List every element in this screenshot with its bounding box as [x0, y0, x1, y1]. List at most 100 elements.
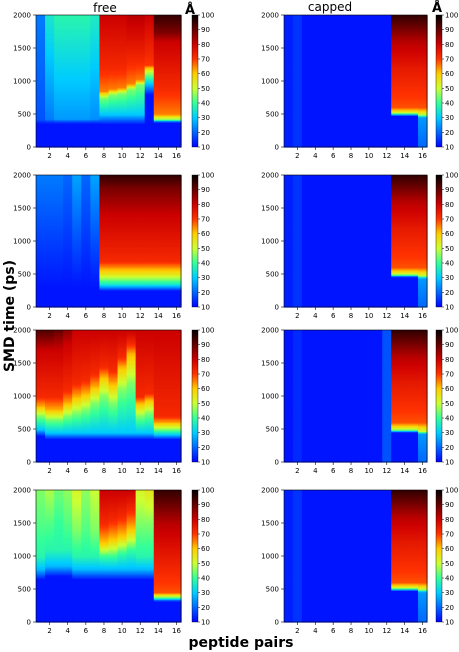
heatmap-cell [328, 38, 339, 41]
heatmap-cell [126, 38, 137, 41]
heatmap-cell [292, 88, 303, 91]
heatmap-cell [126, 66, 137, 69]
heatmap-cell [63, 288, 73, 291]
heatmap-cell [90, 244, 101, 247]
heatmap-cell [117, 178, 128, 181]
heatmap-cell [373, 37, 383, 40]
heatmap-cell [45, 188, 55, 191]
heatmap-cell [409, 17, 419, 20]
heatmap-cell [284, 79, 294, 82]
heatmap-cell [63, 32, 73, 35]
heatmap-cell [99, 98, 110, 101]
heatmap-cell [126, 40, 137, 42]
heatmap-cell [364, 81, 374, 83]
heatmap-cell [337, 53, 348, 56]
heatmap-cell [171, 209, 182, 212]
heatmap-cell [45, 197, 55, 200]
heatmap-cell [162, 65, 173, 68]
heatmap-cell [90, 198, 101, 201]
heatmap-cell [126, 222, 137, 225]
heatmap-cell [400, 65, 410, 68]
heatmap-cell [373, 139, 383, 141]
heatmap-cell [63, 267, 73, 270]
heatmap-cell [45, 287, 55, 290]
heatmap-cell [135, 91, 146, 94]
heatmap-cell [126, 196, 137, 199]
heatmap-cell [418, 133, 428, 136]
heatmap-cell [54, 34, 64, 37]
heatmap-cell [117, 74, 128, 77]
heatmap-cell [382, 29, 392, 32]
heatmap-cell [117, 135, 128, 138]
heatmap-cell [45, 65, 55, 68]
heatmap-cell [117, 42, 128, 45]
heatmap-cell [90, 181, 101, 184]
heatmap-cell [310, 29, 321, 32]
heatmap-cell [319, 135, 330, 138]
heatmap-cell [355, 65, 366, 68]
heatmap-cell [171, 246, 182, 249]
heatmap-cell [99, 128, 110, 131]
heatmap-cell [391, 123, 401, 126]
heatmap-cell [171, 210, 182, 213]
heatmap-cell [45, 255, 55, 258]
heatmap-cell [162, 40, 173, 42]
heatmap-cell [81, 206, 91, 209]
heatmap-cell [81, 292, 91, 295]
heatmap-cell [90, 70, 101, 73]
heatmap-cell [144, 252, 155, 255]
heatmap-cell [162, 263, 173, 266]
heatmap-cell [171, 98, 182, 101]
heatmap-cell [153, 53, 164, 56]
heatmap-cell [153, 237, 164, 239]
heatmap-cell [90, 204, 101, 206]
heatmap-cell [108, 16, 119, 19]
heatmap-cell [36, 296, 46, 299]
heatmap-cell [45, 198, 55, 201]
heatmap-cell [45, 133, 55, 136]
heatmap-cell [117, 57, 128, 60]
heatmap-cell [108, 33, 119, 36]
heatmap-cell [418, 36, 428, 39]
heatmap-cell [108, 53, 119, 56]
heatmap-cell [117, 268, 128, 271]
heatmap-cell [90, 38, 101, 41]
heatmap-cell [108, 114, 119, 116]
heatmap-cell [54, 120, 64, 123]
heatmap-cell [144, 66, 155, 69]
heatmap-cell [364, 133, 374, 136]
heatmap-cell [162, 114, 173, 116]
heatmap-cell [45, 40, 55, 42]
heatmap-cell [355, 81, 366, 83]
heatmap-cell [409, 100, 419, 103]
heatmap-cell [364, 44, 374, 46]
heatmap-cell [284, 41, 294, 44]
heatmap-cell [284, 38, 294, 41]
heatmap-cell [36, 99, 46, 102]
heatmap-cell [292, 45, 303, 48]
heatmap-cell [45, 208, 55, 210]
heatmap-cell [346, 55, 357, 58]
heatmap-cell [162, 75, 173, 78]
heatmap-cell [400, 61, 410, 64]
heatmap-cell [364, 49, 374, 52]
heatmap-cell [391, 70, 401, 73]
heatmap-cell [364, 141, 374, 144]
heatmap-cell [310, 119, 321, 122]
heatmap-cell [90, 217, 101, 220]
heatmap-cell [171, 303, 182, 305]
heatmap-cell [144, 16, 155, 19]
heatmap-cell [99, 262, 110, 265]
heatmap-cell [108, 84, 119, 87]
heatmap-cell [171, 15, 182, 17]
heatmap-cell [171, 204, 182, 206]
heatmap-cell [45, 91, 55, 94]
heatmap-cell [144, 181, 155, 184]
heatmap-cell [135, 289, 146, 292]
heatmap-cell [144, 297, 155, 300]
heatmap-cell [284, 100, 294, 103]
heatmap-cell [135, 77, 146, 79]
heatmap-cell [292, 53, 303, 56]
heatmap-cell [126, 92, 137, 95]
heatmap-cell [99, 65, 110, 68]
